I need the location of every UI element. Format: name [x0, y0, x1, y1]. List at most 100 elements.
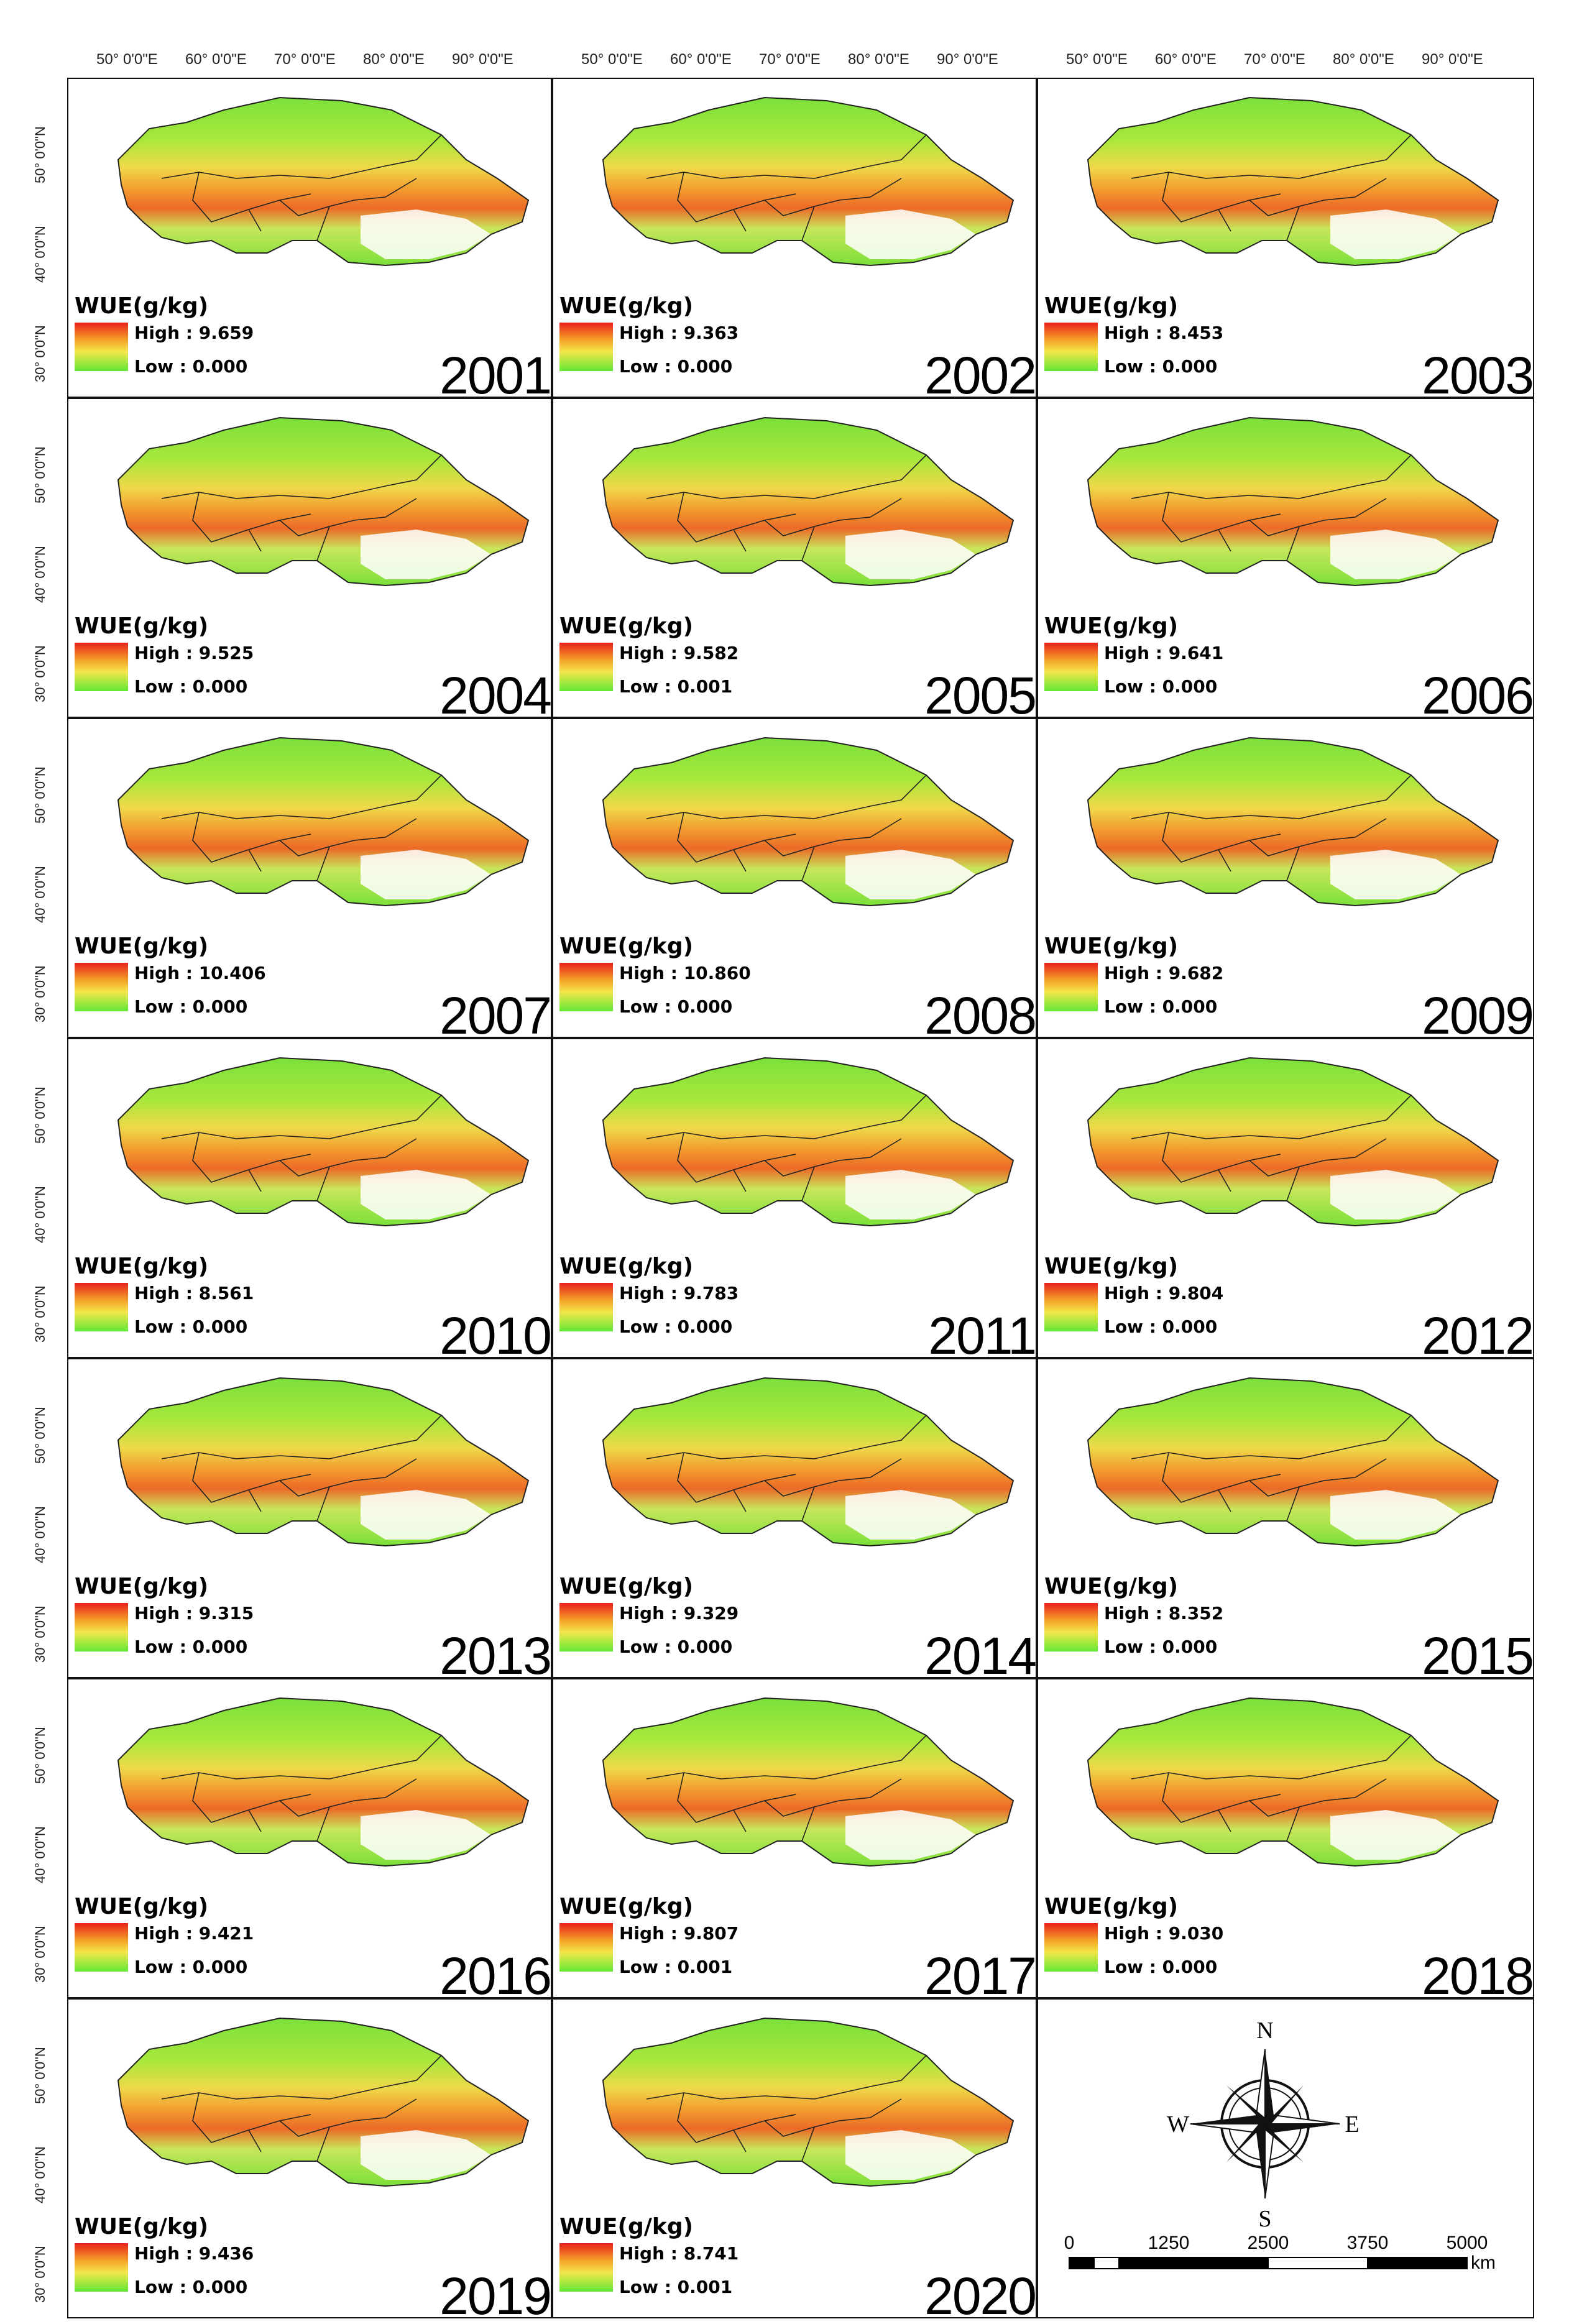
wue-map: [602, 737, 1015, 907]
desert-gap: [361, 850, 491, 899]
lat-label: 40° 0'0"N: [32, 1506, 48, 1563]
lat-label: 50° 0'0"N: [32, 1086, 48, 1144]
longitude-labels-col3: 50° 0'0"E 60° 0'0"E 70° 0'0"E 80° 0'0"E …: [1066, 51, 1511, 76]
legend-low-value: Low : 0.000: [1104, 676, 1218, 697]
year-label: 2008: [924, 986, 1036, 1038]
year-label: 2014: [924, 1627, 1036, 1678]
region-outline: [602, 96, 1015, 267]
wue-map: [602, 416, 1015, 587]
wue-map: [117, 1057, 530, 1227]
legend-color-ramp: [1044, 643, 1098, 691]
country-borders: [161, 1735, 442, 1842]
legend-color-ramp: [559, 323, 613, 371]
lon-label: 70° 0'0"E: [1244, 51, 1305, 68]
latitude-labels: 50° 0'0"N 40° 0'0"N 30° 0'0"N: [7, 1358, 63, 1678]
map-panel-2015: WUE(g/kg) High : 8.352 Low : 0.000 2015: [1037, 1358, 1534, 1678]
wue-map: [1087, 96, 1499, 267]
legend-color-ramp: [1044, 1603, 1098, 1651]
map-panel-2018: WUE(g/kg) High : 9.030 Low : 0.000 2018: [1037, 1678, 1534, 1998]
lat-label: 30° 0'0"N: [32, 1605, 48, 1663]
legend-color-ramp: [75, 1283, 128, 1331]
legend-low-value: Low : 0.001: [619, 1957, 733, 1977]
legend-low-value: Low : 0.001: [619, 676, 733, 697]
legend-title: WUE(g/kg): [1044, 1894, 1179, 1919]
legend-color-ramp: [75, 323, 128, 371]
desert-gap: [1330, 1170, 1461, 1219]
map-panel-2006: WUE(g/kg) High : 9.641 Low : 0.000 2006: [1037, 398, 1534, 718]
desert-gap: [1330, 1810, 1461, 1860]
legend-low-value: Low : 0.000: [619, 996, 733, 1017]
country-borders: [1131, 1415, 1412, 1522]
lon-label: 90° 0'0"E: [937, 51, 998, 68]
latitude-labels: 50° 0'0"N 40° 0'0"N 30° 0'0"N: [7, 1998, 63, 2318]
country-borders: [1131, 134, 1412, 241]
legend-color-ramp: [1044, 1923, 1098, 1972]
map-panel-2017: WUE(g/kg) High : 9.807 Low : 0.001 2017: [552, 1678, 1037, 1998]
compass-north: N: [1256, 2018, 1273, 2044]
country-borders: [161, 134, 442, 241]
lat-label: 50° 0'0"N: [32, 446, 48, 503]
year-label: 2006: [1422, 666, 1533, 718]
scale-segment: [1168, 2257, 1269, 2269]
year-label: 2013: [439, 1627, 551, 1678]
legend-high-value: High : 8.741: [619, 2243, 739, 2264]
legend-low-value: Low : 0.001: [619, 2277, 733, 2297]
lat-label: 50° 0'0"N: [32, 2047, 48, 2104]
wue-map: [602, 96, 1015, 267]
legend-high-value: High : 9.783: [619, 1283, 739, 1303]
legend-title: WUE(g/kg): [1044, 613, 1179, 639]
desert-gap: [361, 209, 491, 259]
region-outline: [1087, 1697, 1499, 1867]
legend-title: WUE(g/kg): [75, 1254, 209, 1279]
year-label: 2010: [439, 1307, 551, 1358]
desert-gap: [1330, 530, 1461, 579]
year-label: 2015: [1422, 1627, 1533, 1678]
lat-label: 50° 0'0"N: [32, 1727, 48, 1784]
legend-color-ramp: [559, 2243, 613, 2292]
desert-gap: [361, 2130, 491, 2180]
legend-color-ramp: [559, 1923, 613, 1972]
legend-title: WUE(g/kg): [559, 613, 694, 639]
country-borders: [646, 774, 927, 881]
map-panel-2016: WUE(g/kg) High : 9.421 Low : 0.000 2016: [67, 1678, 552, 1998]
map-panel-2009: WUE(g/kg) High : 9.682 Low : 0.000 2009: [1037, 718, 1534, 1038]
desert-gap: [845, 530, 976, 579]
region-outline: [1087, 1377, 1499, 1547]
legend-low-value: Low : 0.000: [1104, 1637, 1218, 1657]
country-borders: [646, 1735, 927, 1842]
year-label: 2018: [1422, 1947, 1533, 1998]
legend-high-value: High : 9.363: [619, 323, 739, 343]
lat-label: 40° 0'0"N: [32, 866, 48, 923]
scale-unit: km: [1471, 2253, 1496, 2273]
region-outline: [602, 1377, 1015, 1547]
wue-map: [117, 1377, 530, 1547]
country-borders: [646, 1095, 927, 1201]
legend-high-value: High : 8.561: [134, 1283, 254, 1303]
legend-title: WUE(g/kg): [75, 2214, 209, 2239]
year-label: 2020: [924, 2267, 1036, 2318]
desert-gap: [845, 1810, 976, 1860]
legend-title: WUE(g/kg): [75, 1574, 209, 1599]
lon-label: 80° 0'0"E: [1333, 51, 1394, 68]
year-label: 2017: [924, 1947, 1036, 1998]
map-panel-2008: WUE(g/kg) High : 10.860 Low : 0.000 2008: [552, 718, 1037, 1038]
legend-color-ramp: [559, 1603, 613, 1651]
legend-high-value: High : 9.329: [619, 1603, 739, 1624]
country-borders: [646, 1415, 927, 1522]
wue-map: [117, 416, 530, 587]
region-outline: [1087, 737, 1499, 907]
desert-gap: [361, 1810, 491, 1860]
scale-tick-label: 2500: [1248, 2233, 1289, 2253]
legend-title: WUE(g/kg): [75, 613, 209, 639]
scale-tick-label: 3750: [1347, 2233, 1389, 2253]
map-panel-2005: WUE(g/kg) High : 9.582 Low : 0.001 2005: [552, 398, 1037, 718]
map-panel-2002: WUE(g/kg) High : 9.363 Low : 0.000 2002: [552, 78, 1037, 398]
legend-low-value: Low : 0.000: [619, 356, 733, 377]
wue-map: [1087, 737, 1499, 907]
desert-gap: [845, 209, 976, 259]
map-panel-2020: WUE(g/kg) High : 8.741 Low : 0.001 2020: [552, 1998, 1037, 2318]
desert-gap: [1330, 1490, 1461, 1540]
compass-west: W: [1167, 2111, 1189, 2138]
lat-label: 40° 0'0"N: [32, 1186, 48, 1243]
country-borders: [161, 1095, 442, 1201]
